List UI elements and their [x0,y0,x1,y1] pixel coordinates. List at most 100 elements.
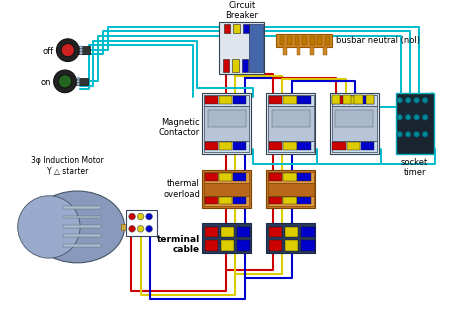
Bar [283,95,297,104]
Text: busbar neutral (nol): busbar neutral (nol) [336,36,420,45]
Bar [269,240,283,251]
Bar [354,95,363,104]
Circle shape [422,131,428,137]
Bar [204,183,249,196]
Bar [329,93,379,154]
Bar [205,95,218,104]
Bar [302,36,307,46]
Bar [223,59,229,72]
Circle shape [137,213,144,220]
Bar [63,235,101,237]
Bar [280,36,284,46]
Circle shape [397,97,402,103]
Bar [127,210,156,236]
Bar [204,172,249,183]
Bar [298,142,311,150]
Bar [331,141,377,152]
Circle shape [80,51,82,54]
Bar [331,106,377,141]
Bar [266,170,316,208]
Bar [202,223,251,253]
Circle shape [397,115,402,120]
Bar [268,196,314,206]
Bar [269,197,283,204]
Bar [219,95,232,104]
Circle shape [77,77,80,80]
Circle shape [422,97,428,103]
Bar [301,227,315,237]
Bar [268,106,314,141]
Bar [297,47,301,55]
Bar [243,24,249,33]
Circle shape [146,213,153,220]
Bar [365,95,374,104]
Bar [310,36,315,46]
Bar [205,173,218,181]
Ellipse shape [30,191,125,263]
Bar [295,36,300,46]
Bar [283,47,287,55]
Text: terminal
cable: terminal cable [157,235,200,254]
Bar [219,197,232,204]
Bar [266,223,316,253]
Circle shape [77,80,80,83]
Bar [237,227,250,237]
Bar [204,95,249,106]
Circle shape [54,70,76,93]
Bar [268,172,314,183]
Bar [268,141,314,152]
Circle shape [77,83,80,85]
Bar [63,244,101,247]
Bar [298,173,311,181]
Bar [269,227,283,237]
Bar [233,95,246,104]
Circle shape [129,226,136,232]
Bar [219,142,232,150]
Bar [283,142,297,150]
Bar [202,170,251,208]
Circle shape [137,226,144,232]
Bar [242,59,248,72]
Bar [283,197,297,204]
Bar [249,24,263,72]
Bar [331,95,377,106]
Bar [331,95,340,104]
Bar [343,95,351,104]
Bar [205,197,218,204]
Circle shape [58,75,72,88]
Bar [237,240,250,251]
Bar [361,142,374,150]
Text: on: on [40,78,51,87]
Bar [346,142,360,150]
Bar [224,24,230,33]
Circle shape [414,115,419,120]
Bar [285,240,299,251]
Bar [285,227,299,237]
Bar [269,173,283,181]
Circle shape [146,226,153,232]
Circle shape [414,131,419,137]
Bar [268,183,314,196]
Bar [325,36,329,46]
Bar [269,95,283,104]
Bar [61,78,88,85]
Bar [202,93,251,154]
Text: off: off [43,46,54,56]
Bar [335,110,373,127]
Bar [205,227,218,237]
Circle shape [414,97,419,103]
Bar [346,95,360,104]
Bar [318,36,322,46]
Bar [219,173,232,181]
Circle shape [405,131,411,137]
Text: Circuit
Breaker: Circuit Breaker [225,1,258,20]
Text: thermal
overload: thermal overload [163,179,200,199]
Bar [269,142,283,150]
Bar [208,110,246,127]
Circle shape [80,49,82,51]
Circle shape [405,115,411,120]
Bar [332,95,346,104]
Bar [396,93,434,154]
Text: Magnetic
Contactor: Magnetic Contactor [159,118,200,137]
Bar [361,95,374,104]
